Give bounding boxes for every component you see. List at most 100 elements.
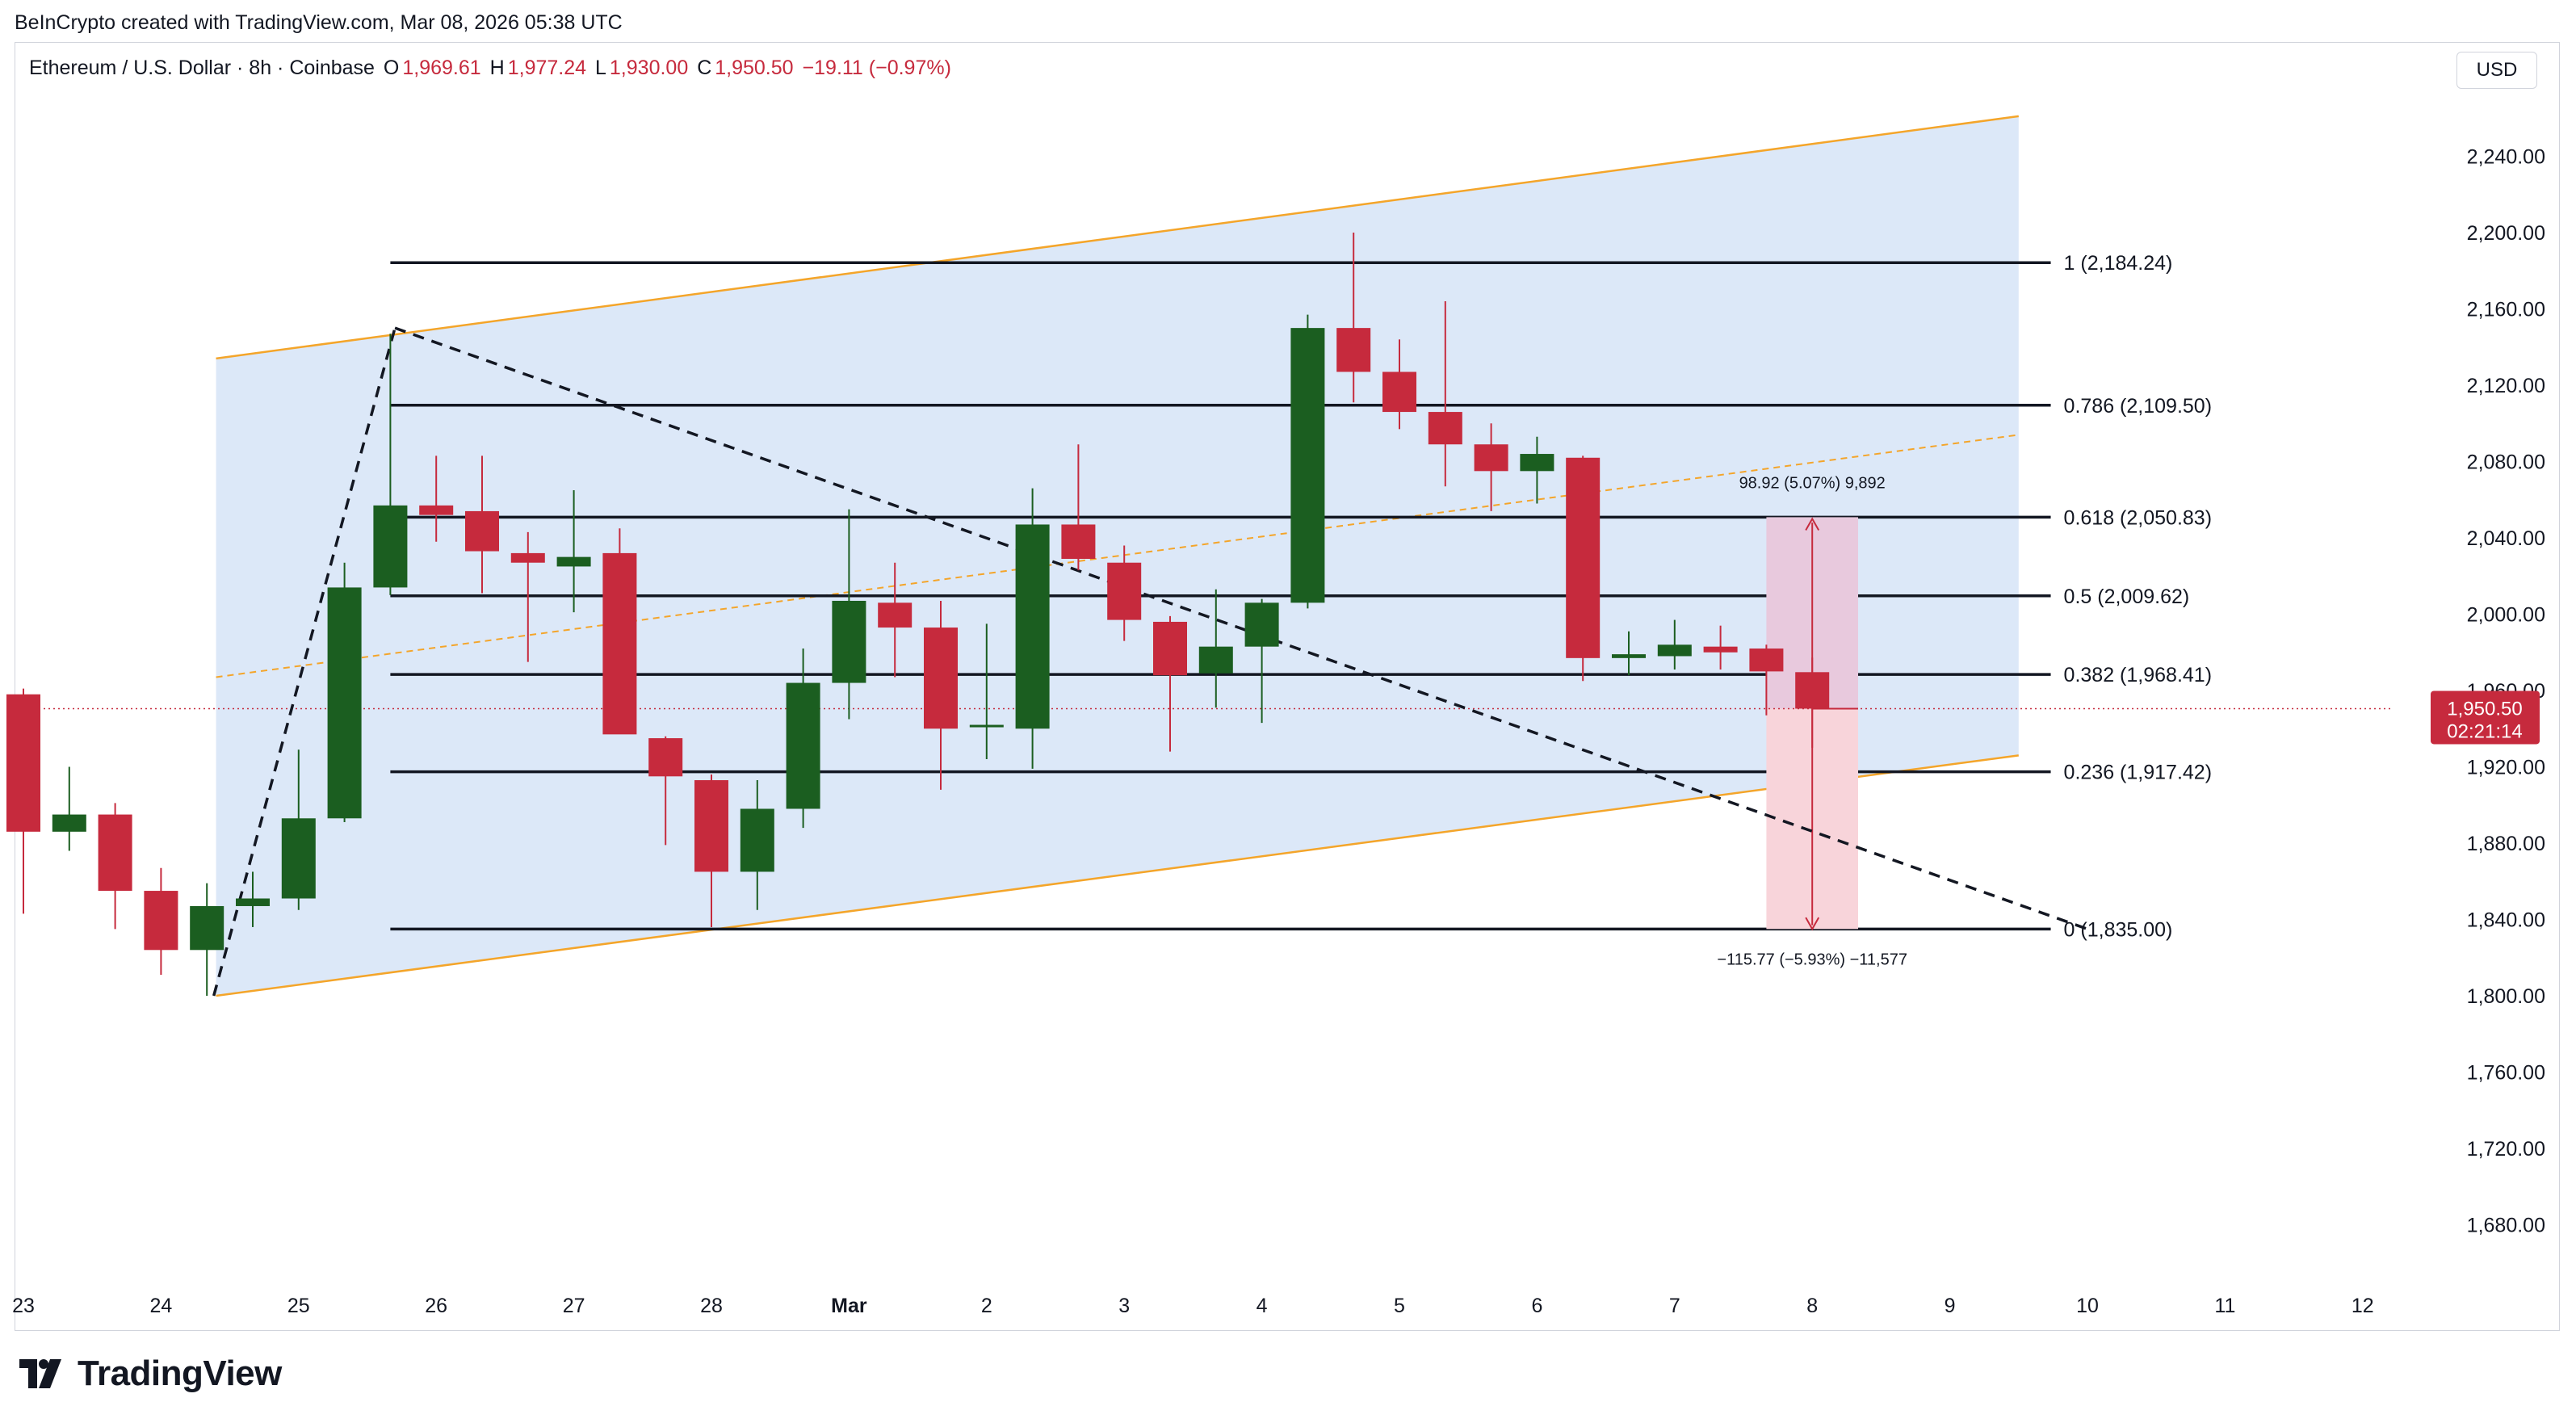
candle-body (52, 814, 86, 832)
measure-up-label: 98.92 (5.07%) 9,892 (1739, 474, 1886, 492)
channel-upper-line (216, 115, 2019, 360)
candle (1566, 455, 1601, 682)
candle (1612, 631, 1646, 676)
tradingview-logo[interactable]: TradingView (19, 1354, 282, 1394)
candle (373, 334, 408, 595)
descending-trend-line (394, 326, 2088, 930)
candles (6, 233, 1830, 996)
candle-body (190, 905, 224, 951)
candle-body (1749, 649, 1784, 672)
measure-arrow-down-head (1805, 917, 1820, 931)
candle-body (1566, 457, 1601, 658)
close-label: C (697, 57, 712, 79)
candle (190, 883, 224, 996)
fib-level-label: 0.382 (1,968.41) (2064, 664, 2212, 686)
x-tick-label: 10 (2076, 1295, 2099, 1317)
x-tick-label: 4 (1257, 1295, 1268, 1317)
axes: 2,240.00 2,200.00 2,160.00 2,120.00 2,080.00… (12, 146, 2545, 1318)
candle-body (98, 814, 132, 892)
candle-body (1290, 328, 1325, 603)
y-tick-label: 1,800.00 (2467, 985, 2545, 1008)
x-tick-label: 5 (1394, 1295, 1405, 1317)
candle (1061, 444, 1096, 571)
candle-body (1153, 621, 1187, 676)
candle-body (144, 891, 178, 951)
candle (1107, 545, 1142, 641)
candle (556, 489, 591, 613)
candle-body (924, 628, 958, 729)
x-tick-label: 26 (425, 1295, 447, 1317)
candle (1015, 488, 1050, 769)
candle (924, 600, 958, 790)
x-tick-label: 24 (149, 1295, 172, 1317)
change-value: −19.11 (−0.97%) (802, 57, 951, 79)
channel-lower-line (216, 754, 2019, 997)
candle-body (465, 510, 499, 552)
candle-body (1336, 328, 1371, 372)
candle (98, 803, 132, 930)
candle (1336, 233, 1371, 403)
candle-body (648, 738, 683, 777)
x-tick-label: 11 (2214, 1295, 2235, 1317)
candle (1520, 436, 1554, 504)
x-tick-label: 25 (287, 1295, 310, 1317)
x-tick-label: Mar (831, 1295, 867, 1317)
candle-body (236, 898, 270, 906)
candle (648, 736, 683, 846)
candle (1428, 301, 1462, 487)
tradingview-logo-text: TradingView (78, 1354, 282, 1393)
candle (144, 867, 178, 976)
y-tick-label: 1,880.00 (2467, 833, 2545, 855)
y-tick-label: 2,040.00 (2467, 527, 2545, 550)
candle-body (1428, 412, 1462, 445)
candle-countdown: 02:21:14 (2447, 720, 2522, 742)
candle-body (327, 587, 362, 819)
x-tick-label: 12 (2352, 1295, 2374, 1317)
candle-body (281, 818, 316, 899)
y-tick-label: 1,720.00 (2467, 1138, 2545, 1161)
candle-body (832, 600, 866, 683)
candle-body (1612, 654, 1646, 658)
y-tick-label: 2,080.00 (2467, 451, 2545, 474)
candle (1244, 598, 1279, 724)
symbol-name[interactable]: Ethereum / U.S. Dollar · 8h · Coinbase (29, 57, 375, 79)
candle (419, 455, 454, 542)
last-price-value: 1,950.50 (2447, 698, 2522, 720)
x-tick-label: 2 (981, 1295, 992, 1317)
y-tick-label: 2,160.00 (2467, 299, 2545, 321)
x-tick-label: 8 (1806, 1295, 1818, 1317)
candle (1657, 619, 1692, 670)
x-tick-label: 7 (1669, 1295, 1680, 1317)
candle-body (878, 602, 913, 628)
x-tick-label: 9 (1945, 1295, 1956, 1317)
candle-body (1520, 454, 1554, 472)
y-tick-label: 2,200.00 (2467, 222, 2545, 245)
open-value: 1,969.61 (402, 57, 481, 79)
symbol-legend: Ethereum / U.S. Dollar · 8h · Coinbase O… (29, 57, 954, 80)
candle (1382, 339, 1416, 430)
candle (878, 562, 913, 678)
y-tick-label: 1,760.00 (2467, 1062, 2545, 1085)
y-tick-label: 2,000.00 (2467, 604, 2545, 627)
candle (1153, 615, 1187, 752)
high-label: H (489, 57, 505, 79)
candle-body (1107, 562, 1142, 620)
candle (6, 688, 40, 914)
y-tick-label: 2,240.00 (2467, 146, 2545, 169)
y-tick-label: 2,120.00 (2467, 375, 2545, 397)
candle-body (1382, 371, 1416, 413)
last-price-tag (2431, 691, 2540, 745)
x-tick-label: 28 (700, 1295, 723, 1317)
y-tick-label: 1,840.00 (2467, 909, 2545, 932)
y-tick-label: 1,920.00 (2467, 757, 2545, 779)
candle (1795, 657, 1830, 748)
currency-button[interactable]: USD (2456, 52, 2537, 89)
candle (740, 780, 774, 910)
candle-body (602, 552, 637, 735)
candle (465, 455, 499, 594)
fib-level-label: 0.5 (2,009.62) (2064, 586, 2190, 608)
candle-body (1703, 646, 1738, 653)
candle-body (1198, 646, 1233, 674)
candle (510, 531, 545, 662)
